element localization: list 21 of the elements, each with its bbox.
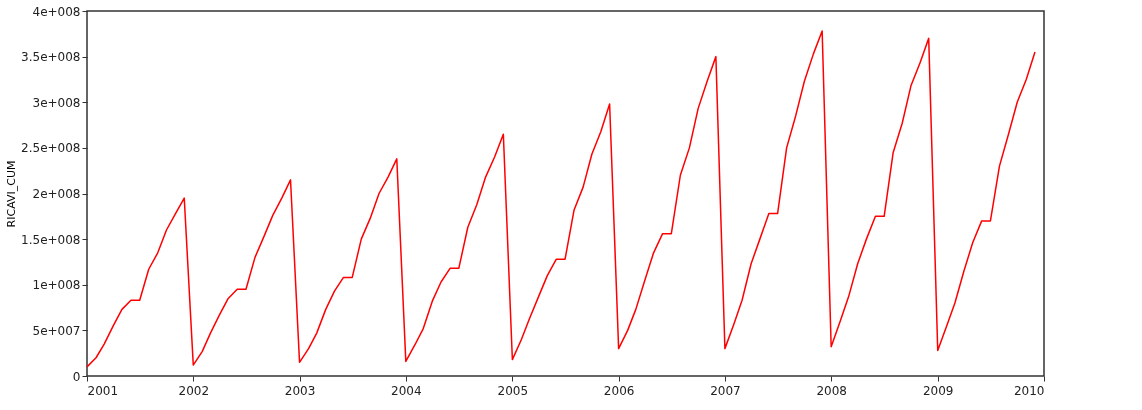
x-tick-label: 2008 bbox=[816, 383, 847, 398]
x-tick-label: 2010 bbox=[1013, 383, 1045, 398]
x-tick-label: 2006 bbox=[603, 383, 635, 398]
y-tick-label: 1e+008 bbox=[32, 278, 81, 293]
y-tick-label: 5e+007 bbox=[32, 323, 81, 338]
x-tick-label: 2009 bbox=[922, 383, 954, 398]
line-series bbox=[86, 30, 1036, 368]
y-tick-label: 4e+008 bbox=[32, 4, 81, 19]
y-tick-label: 0 bbox=[72, 369, 81, 384]
y-tick-label: 3e+008 bbox=[32, 95, 81, 110]
y-tick-label: 2.5e+008 bbox=[21, 141, 81, 156]
y-axis-title: RICAVI_CUM bbox=[5, 160, 19, 228]
x-tick-label: 2002 bbox=[178, 383, 210, 398]
x-tick-label: 2005 bbox=[497, 383, 529, 398]
y-tick-label: 2e+008 bbox=[32, 187, 81, 201]
y-tick-label: 1.5e+008 bbox=[21, 232, 81, 247]
x-tick-label: 2004 bbox=[391, 383, 422, 398]
y-tick-label: 3.5e+008 bbox=[21, 50, 81, 65]
x-tick-label: 2007 bbox=[710, 383, 741, 398]
x-tick-label: 2003 bbox=[284, 383, 316, 398]
x-tick-label: 2001 bbox=[87, 383, 119, 398]
